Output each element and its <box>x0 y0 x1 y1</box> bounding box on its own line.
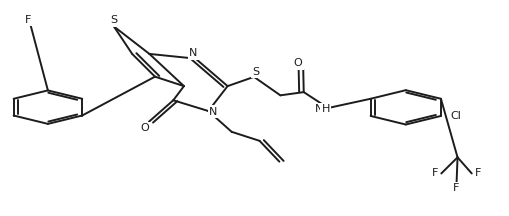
Text: S: S <box>110 15 118 25</box>
Text: Cl: Cl <box>450 111 461 121</box>
Text: N: N <box>315 104 323 114</box>
Text: F: F <box>24 15 31 25</box>
Text: F: F <box>475 168 481 178</box>
Text: N: N <box>189 48 197 58</box>
Text: S: S <box>252 67 259 76</box>
Text: O: O <box>294 58 302 68</box>
Text: F: F <box>454 183 460 193</box>
Text: H: H <box>321 104 330 114</box>
Text: N: N <box>209 107 217 117</box>
Text: O: O <box>140 123 149 133</box>
Text: F: F <box>432 168 438 178</box>
